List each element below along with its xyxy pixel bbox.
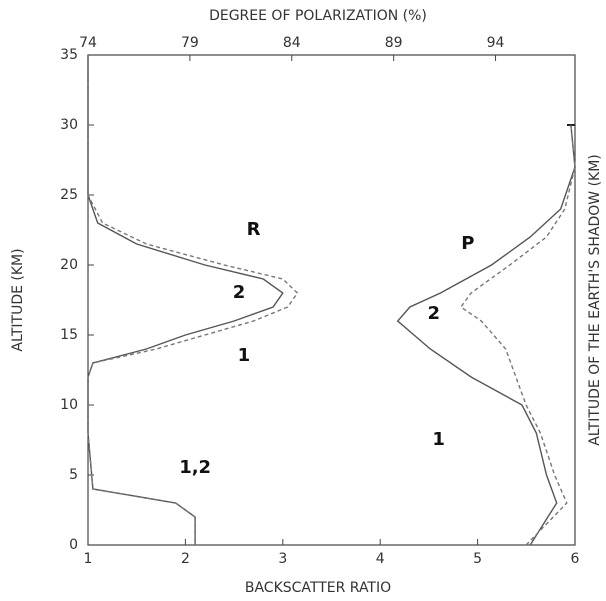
x2-tick-label: 74 (79, 35, 97, 51)
x-tick-label: 5 (473, 551, 482, 567)
y-tick-label: 25 (60, 187, 78, 203)
right-axis-label: ALTITUDE OF THE EARTH'S SHADOW (KM) (587, 154, 603, 446)
x-tick-label: 6 (571, 551, 580, 567)
top-axis-label: DEGREE OF POLARIZATION (%) (209, 8, 427, 24)
annotation: 2 (233, 282, 246, 303)
left-axis-label: ALTITUDE (KM) (10, 248, 26, 351)
annotation: 2 (428, 303, 441, 324)
annotation: 1 (238, 345, 251, 366)
annotation: R (247, 219, 261, 240)
x-tick-label: 1 (84, 551, 93, 567)
plot-frame (87, 54, 576, 546)
y-tick-label: 10 (60, 397, 78, 413)
annotation: 1 (432, 429, 445, 450)
y-tick-label: 0 (69, 537, 78, 553)
curve (87, 55, 299, 545)
x2-tick-label: 79 (181, 35, 199, 51)
y-tick-label: 20 (60, 257, 78, 273)
y-tick-label: 15 (60, 327, 78, 343)
y-tick-label: 35 (60, 47, 78, 63)
x2-tick-label: 84 (283, 35, 301, 51)
x-tick-label: 3 (278, 551, 287, 567)
bottom-axis-label: BACKSCATTER RATIO (245, 580, 391, 596)
y-tick-label: 30 (60, 117, 78, 133)
annotation: P (461, 233, 474, 254)
x-tick-label: 4 (376, 551, 385, 567)
annotation: 1,2 (179, 457, 211, 478)
x2-tick-label: 89 (385, 35, 403, 51)
x-tick-label: 2 (181, 551, 190, 567)
y-tick-label: 5 (69, 467, 78, 483)
curve (396, 124, 576, 546)
x2-tick-label: 94 (487, 35, 505, 51)
curve (459, 124, 576, 546)
